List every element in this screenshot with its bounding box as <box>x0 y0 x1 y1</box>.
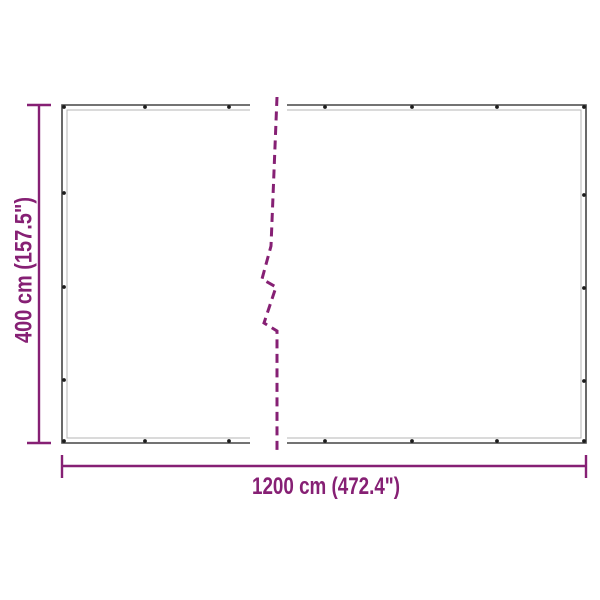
eyelet-dot <box>227 105 231 109</box>
eyelet-dot <box>62 378 66 382</box>
eyelet-dot <box>410 105 414 109</box>
eyelet-dot <box>582 439 586 443</box>
eyelet-dot <box>495 439 499 443</box>
height-dimension: 400 cm (157.5") <box>11 103 51 445</box>
eyelet-dot <box>143 105 147 109</box>
eyelet-dot <box>582 193 586 197</box>
eyelet-dot <box>323 439 327 443</box>
eyelet-dot <box>143 439 147 443</box>
eyelet-dot <box>62 439 66 443</box>
width-dimension-label: 1200 cm (472.4") <box>252 473 400 500</box>
eyelet-dot <box>582 379 586 383</box>
width-dimension: 1200 cm (472.4") <box>60 455 588 500</box>
eyelet-dot <box>62 285 66 289</box>
tarp-right-section <box>287 104 587 444</box>
eyelet-dot <box>323 105 327 109</box>
tarp-left-section <box>61 104 250 444</box>
break-line <box>260 96 279 452</box>
eyelet-dot <box>582 105 586 109</box>
height-dimension-label: 400 cm (157.5") <box>11 197 38 343</box>
eyelet-dot <box>410 439 414 443</box>
eyelet-dot <box>62 191 66 195</box>
eyelet-dot <box>582 286 586 290</box>
tarp-right-hem-line <box>287 109 582 439</box>
tarp-right-outline <box>287 104 587 444</box>
eyelet-dot <box>495 105 499 109</box>
tarp-left-hem-line <box>66 109 250 439</box>
tarp-left-outline <box>61 104 250 444</box>
eyelet-dots <box>62 105 586 443</box>
eyelet-dot <box>62 105 66 109</box>
eyelet-dot <box>227 439 231 443</box>
